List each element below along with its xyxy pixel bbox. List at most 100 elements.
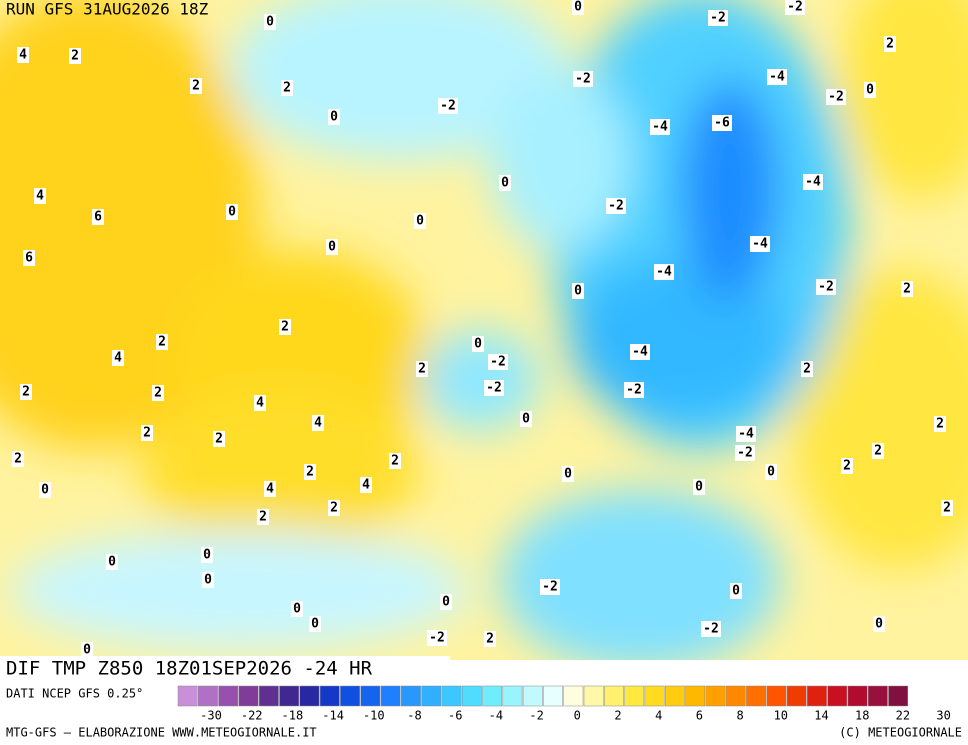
contour-label: 0 (108, 555, 116, 570)
label-box (499, 175, 511, 191)
label-box (201, 547, 213, 563)
contour-label: 2 (71, 49, 79, 64)
label-box (736, 426, 756, 442)
contour-label: -4 (752, 237, 768, 252)
contour-label: -2 (737, 446, 753, 461)
contour-label: 0 (83, 643, 91, 658)
contour-label: -2 (787, 0, 803, 15)
contour-label: -2 (486, 381, 502, 396)
label-box (304, 464, 316, 480)
legend-tick-label: 22 (896, 709, 910, 723)
label-box (34, 188, 46, 204)
label-box (816, 279, 836, 295)
label-box (39, 482, 51, 498)
contour-label: -2 (440, 99, 456, 114)
label-box (606, 198, 626, 214)
legend-tick-label: -2 (529, 709, 543, 723)
label-box (693, 479, 705, 495)
legend-swatch (522, 685, 543, 707)
label-box (92, 209, 104, 225)
legend-swatch (218, 685, 239, 707)
label-box (389, 453, 401, 469)
label-box (416, 361, 428, 377)
legend-swatch (340, 685, 360, 707)
legend-swatch (604, 685, 624, 707)
legend-swatch (888, 685, 909, 707)
label-box (872, 443, 884, 459)
label-box (312, 415, 324, 431)
legend-swatch (685, 685, 706, 707)
label-box (901, 281, 913, 297)
contour-label: 0 (866, 83, 874, 98)
contour-label: -2 (490, 355, 506, 370)
legend-swatch (705, 685, 726, 707)
contour-label: -4 (652, 120, 668, 135)
label-box (562, 466, 574, 482)
label-box (650, 119, 670, 135)
label-box (254, 395, 266, 411)
contour-label: 2 (154, 386, 162, 401)
label-box (279, 319, 291, 335)
legend-swatch (441, 685, 462, 707)
label-box (630, 344, 650, 360)
label-box (712, 115, 732, 131)
label-box (309, 616, 321, 632)
contour-label: 0 (330, 110, 338, 125)
label-box (785, 0, 805, 15)
legend-swatch (847, 685, 868, 707)
legend-tick-label: -6 (448, 709, 462, 723)
contour-label: 0 (564, 467, 572, 482)
legend-tick-label: -10 (363, 709, 385, 723)
contour-label: 2 (803, 362, 811, 377)
contour-label: 0 (442, 595, 450, 610)
label-box (767, 69, 787, 85)
label-box (520, 411, 532, 427)
contour-label: 2 (192, 79, 200, 94)
label-box (257, 509, 269, 525)
label-box (803, 174, 823, 190)
contour-label: 2 (330, 501, 338, 516)
contour-label: 2 (486, 632, 494, 647)
contour-label: 0 (695, 480, 703, 495)
legend-tick-label: 0 (574, 709, 581, 723)
contour-label: 2 (843, 459, 851, 474)
legend-swatch (198, 685, 218, 707)
website: MTG-GFS — ELABORAZIONE WWW.METEOGIORNALE… (6, 726, 317, 740)
contour-label: 0 (501, 176, 509, 191)
legend-swatch (177, 685, 198, 707)
label-box (934, 416, 946, 432)
legend-tick-label: -14 (322, 709, 344, 723)
label-box (765, 464, 777, 480)
contour-label: 6 (25, 251, 33, 266)
contour-label: 0 (767, 465, 775, 480)
map-title: DIF TMP Z850 18Z01SEP2026 -24 HR (6, 658, 373, 680)
contour-label: 4 (266, 482, 274, 497)
label-box (23, 250, 35, 266)
label-box (701, 621, 721, 637)
legend-swatch (563, 685, 584, 707)
label-box (440, 594, 452, 610)
legend-swatch (238, 685, 259, 707)
label-box (873, 616, 885, 632)
contour-label: -2 (626, 383, 642, 398)
legend-swatch (401, 685, 421, 707)
contour-label: 2 (259, 510, 267, 525)
credit: (C) METEOGIORNALE (839, 726, 962, 740)
contour-label: -2 (710, 11, 726, 26)
contour-label: -2 (575, 72, 591, 87)
contour-label: 2 (281, 320, 289, 335)
label-box (326, 239, 338, 255)
contour-label: 2 (158, 335, 166, 350)
contour-label: 4 (314, 416, 322, 431)
contour-label: 0 (311, 617, 319, 632)
contour-label: -4 (805, 175, 821, 190)
label-box (427, 630, 447, 646)
label-box (141, 425, 153, 441)
legend-swatch (867, 685, 888, 707)
contour-label: -2 (608, 199, 624, 214)
label-box (213, 431, 225, 447)
legend-swatch (299, 685, 320, 707)
label-box (152, 385, 164, 401)
contour-label: 2 (874, 444, 882, 459)
